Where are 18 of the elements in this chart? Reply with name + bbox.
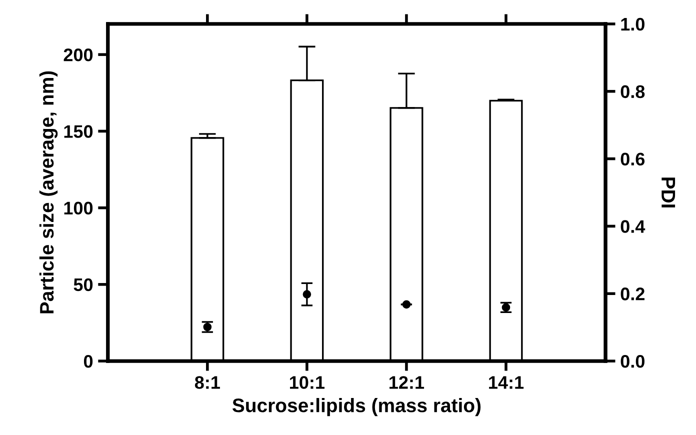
y-axis-title: Particle size (average, nm)	[39, 71, 58, 314]
x-tick-label: 14:1	[489, 376, 524, 389]
y2-tick-label: 1.0	[621, 18, 644, 31]
y2-tick-label: 0.8	[620, 85, 645, 98]
x-tick-label: 12:1	[390, 376, 424, 389]
y-tick-label: 200	[64, 48, 93, 62]
y-tick-label: 150	[64, 125, 93, 138]
y2-tick-label: 0.6	[620, 152, 645, 166]
y2-tick-label: 0.2	[620, 288, 644, 300]
y-tick-label: 50	[74, 278, 93, 292]
y2-axis-title: PDI	[662, 178, 676, 208]
y2-tick-label: 0.0	[620, 354, 644, 368]
x-tick-label: 8:1	[194, 376, 220, 389]
y-tick-label: 0	[84, 354, 93, 368]
x-tick-label: 10:1	[290, 376, 325, 389]
y2-tick-label: 0.4	[620, 220, 646, 233]
y-tick-label: 100	[64, 202, 93, 215]
x-axis-title: Sucrose:lipids (mass ratio)	[232, 398, 481, 416]
